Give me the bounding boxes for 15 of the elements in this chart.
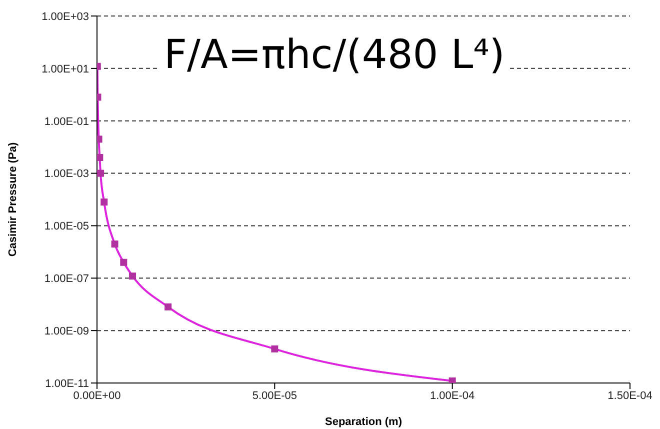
x-tick-label: 1.50E-04	[608, 390, 652, 402]
y-tick-label: 1.00E-03	[44, 168, 89, 180]
x-tick-label: 5.00E-05	[252, 390, 297, 402]
x-tick-label: 0.00E+00	[73, 390, 121, 402]
y-tick-label: 1.00E-09	[44, 325, 89, 338]
x-tick-label: 1.00E-04	[430, 390, 475, 402]
y-tick-label: 1.00E-05	[44, 220, 89, 233]
y-axis-title: Casimir Pressure (Pa)	[6, 142, 19, 257]
y-tick-label: 1.00E+03	[42, 10, 89, 23]
y-tick-label: 1.00E+01	[42, 63, 89, 76]
y-tick-label: 1.00E-07	[44, 273, 89, 286]
y-tick-label: 1.00E-01	[44, 116, 89, 128]
y-tick-label: 1.00E-11	[45, 378, 89, 390]
annotation: F/A=πhc/(480 L⁴)	[160, 32, 509, 78]
x-axis-title: Separation (m)	[324, 416, 402, 428]
